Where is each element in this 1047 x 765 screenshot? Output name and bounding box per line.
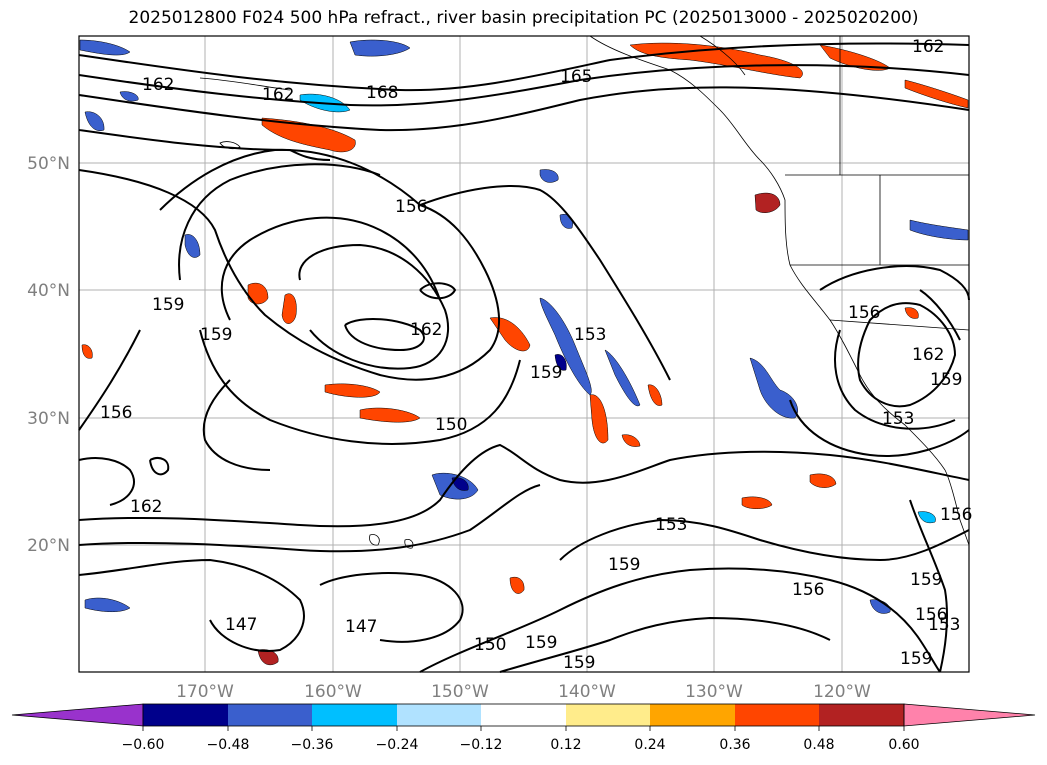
colorbar-tick-label: 0.24	[634, 737, 665, 753]
colorbar-tick-label: −0.36	[291, 737, 334, 753]
contour-label: 162	[130, 497, 162, 517]
contour-label: 162	[262, 85, 294, 105]
map-frame	[78, 35, 970, 673]
colorbar-segment	[650, 704, 735, 726]
contour-label: 159	[930, 370, 962, 390]
contour-labels: 162 162 168 165 162 156 159 159 156 162 …	[100, 37, 972, 673]
colorbar-segment	[312, 704, 397, 726]
contour-label: 156	[915, 605, 947, 625]
lon-label: 130°W	[685, 682, 743, 702]
latitude-labels: 50°N 40°N 30°N 20°N	[27, 154, 70, 556]
contour-label: 150	[474, 635, 506, 655]
contour-label: 156	[940, 505, 972, 525]
colorbar-extend-min	[11, 703, 144, 727]
map-plot-area	[79, 36, 969, 672]
colorbar-segment	[143, 704, 228, 726]
colorbar-segment	[819, 704, 904, 726]
colorbar-segment	[228, 704, 312, 726]
contour-label: 156	[792, 580, 824, 600]
contour-label: 159	[525, 633, 557, 653]
contour-label: 165	[560, 67, 592, 87]
lat-label: 50°N	[27, 154, 70, 174]
colorbar-tick-label: −0.12	[460, 737, 503, 753]
lon-label: 170°W	[176, 682, 234, 702]
contour-label: 156	[395, 197, 427, 217]
colorbar-extend-max	[903, 703, 1036, 727]
colorbar-tick-label: 0.60	[888, 737, 919, 753]
colorbar-tick-label: −0.48	[207, 737, 250, 753]
contour-label: 156	[848, 303, 880, 323]
contour-label: 159	[530, 363, 562, 383]
height-contours	[78, 42, 970, 673]
colorbar-segment	[481, 704, 566, 726]
contour-label: 168	[366, 83, 398, 103]
contour-label: 159	[910, 570, 942, 590]
contour-label: 150	[435, 415, 467, 435]
contour-label: 162	[912, 37, 944, 57]
contour-label: 147	[345, 617, 377, 637]
contour-label: 162	[410, 320, 442, 340]
lon-label: 120°W	[813, 682, 871, 702]
colorbar-tick-label: 0.12	[550, 737, 581, 753]
contour-label: 156	[100, 403, 132, 423]
contour-label: 159	[563, 653, 595, 673]
contour-label: 153	[655, 515, 687, 535]
contour-label: 153	[574, 325, 606, 345]
longitude-labels: 170°W 160°W 150°W 140°W 130°W 120°W	[176, 682, 871, 702]
colorbar: −0.60 −0.48 −0.36 −0.24 −0.12 0.12 0.24 …	[11, 703, 1036, 753]
contour-label: 159	[900, 649, 932, 669]
lon-label: 140°W	[558, 682, 616, 702]
colorbar-tick-label: −0.24	[376, 737, 419, 753]
colorbar-segment	[566, 704, 650, 726]
map-title: 2025012800 F024 500 hPa refract., river …	[128, 8, 919, 28]
colorbar-tick-label: 0.48	[803, 737, 834, 753]
lat-label: 30°N	[27, 409, 70, 429]
colorbar-tick-label: 0.36	[719, 737, 750, 753]
lat-label: 40°N	[27, 281, 70, 301]
lon-label: 150°W	[431, 682, 489, 702]
lat-label: 20°N	[27, 536, 70, 556]
contour-label: 162	[142, 75, 174, 95]
contour-label: 159	[608, 555, 640, 575]
contour-label: 147	[225, 615, 257, 635]
colorbar-tick-label: −0.60	[122, 737, 165, 753]
shaded-anomalies	[79, 39, 969, 666]
lon-label: 160°W	[304, 682, 362, 702]
contour-label: 162	[912, 345, 944, 365]
contour-label: 159	[200, 325, 232, 345]
contour-label: 159	[152, 295, 184, 315]
colorbar-segment	[397, 704, 481, 726]
colorbar-segment	[735, 704, 819, 726]
contour-label: 153	[882, 409, 914, 429]
contour-label: 153	[928, 615, 960, 635]
